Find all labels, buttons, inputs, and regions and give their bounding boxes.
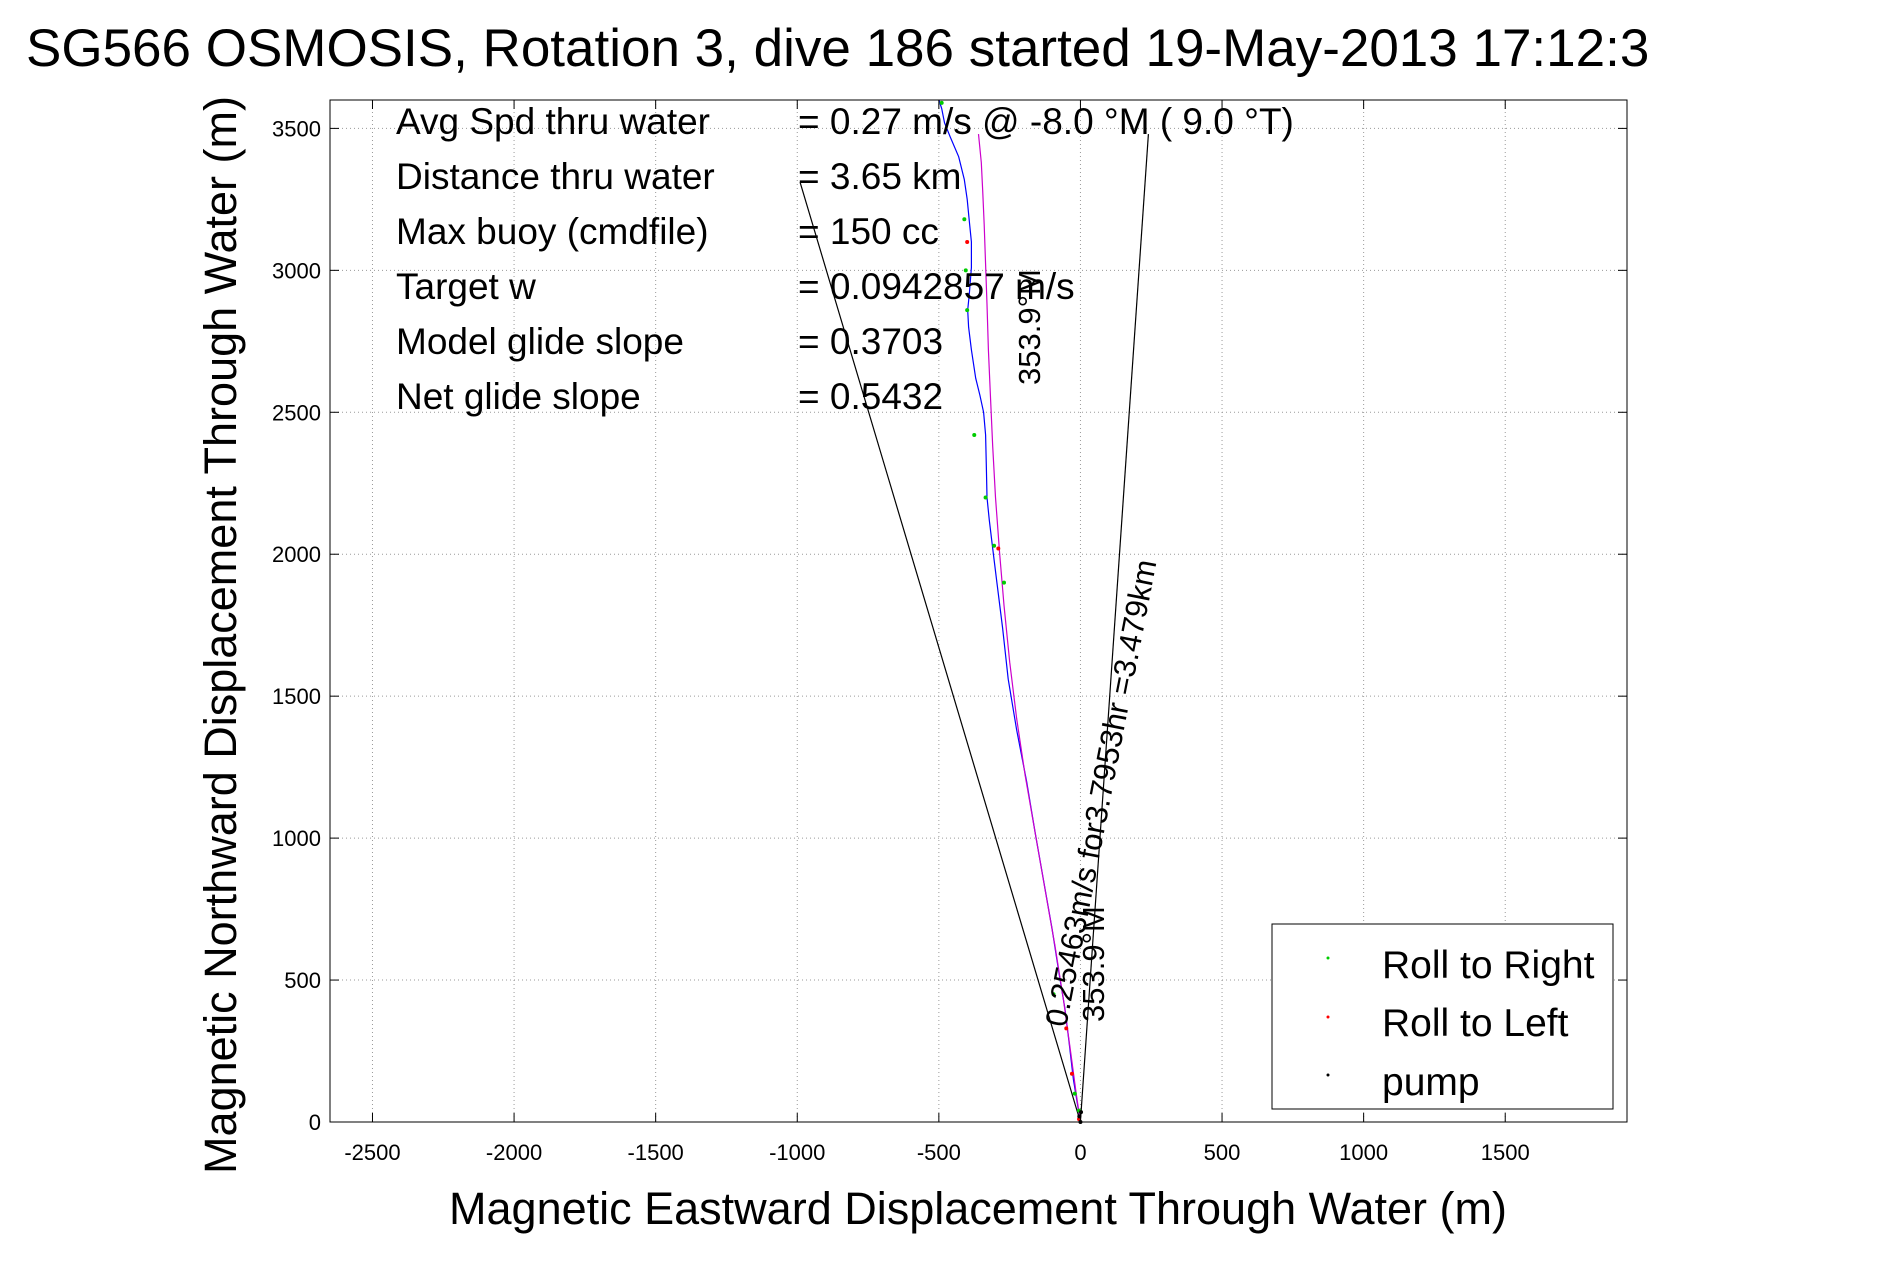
info-label: Target w bbox=[396, 266, 536, 307]
series-glide-line-left bbox=[799, 182, 1081, 1123]
legend-label-roll-left: Roll to Left bbox=[1382, 1002, 1569, 1045]
x-tick-label: 500 bbox=[1204, 1140, 1241, 1165]
plot-frame bbox=[329, 99, 1628, 1123]
y-tick-label: 1000 bbox=[272, 826, 321, 851]
legend-marker-pump bbox=[1326, 1073, 1330, 1077]
info-value: = 0.27 m/s @ -8.0 °M ( 9.0 °T) bbox=[798, 101, 1294, 142]
y-tick-label: 500 bbox=[284, 968, 321, 993]
marker-roll-right bbox=[965, 308, 970, 313]
marker-roll-right bbox=[1001, 580, 1006, 585]
info-value: = 3.65 km bbox=[798, 156, 962, 197]
info-value: = 150 cc bbox=[798, 211, 939, 252]
marker-roll-right bbox=[1072, 1091, 1077, 1096]
marker-roll-left bbox=[965, 239, 970, 244]
info-label: Avg Spd thru water bbox=[396, 101, 710, 142]
chart-title: SG566 OSMOSIS, Rotation 3, dive 186 star… bbox=[26, 19, 1649, 78]
info-label: Net glide slope bbox=[396, 376, 641, 417]
grid bbox=[330, 100, 1627, 1123]
y-tick-label: 2500 bbox=[272, 400, 321, 425]
y-tick-label: 3000 bbox=[272, 258, 321, 283]
info-label: Model glide slope bbox=[396, 321, 684, 362]
annotation-heading-top: 353.9°M bbox=[1012, 269, 1047, 385]
info-label: Distance thru water bbox=[396, 156, 715, 197]
marker-roll-left bbox=[996, 546, 1001, 551]
info-panel: Avg Spd thru water = 0.27 m/s @ -8.0 °M (… bbox=[396, 101, 1294, 417]
y-tick-label: 1500 bbox=[272, 684, 321, 709]
marker-roll-left bbox=[1069, 1071, 1074, 1076]
x-tick-label: 1500 bbox=[1481, 1140, 1530, 1165]
x-tick-label: -2000 bbox=[486, 1140, 542, 1165]
x-tick-label: -1500 bbox=[628, 1140, 684, 1165]
marker-roll-right bbox=[992, 543, 997, 548]
x-axis-label: Magnetic Eastward Displacement Through W… bbox=[449, 1183, 1507, 1234]
marker-roll-right bbox=[962, 217, 967, 222]
x-tick-label: 1000 bbox=[1339, 1140, 1388, 1165]
info-label: Max buoy (cmdfile) bbox=[396, 211, 709, 252]
series-glide-line-right bbox=[1079, 134, 1149, 1123]
info-value: = 0.3703 bbox=[798, 321, 943, 362]
marker-roll-right bbox=[983, 495, 988, 500]
annotation-heading-bottom: 353.9°M bbox=[1076, 906, 1111, 1022]
legend-marker-roll-right bbox=[1326, 956, 1330, 960]
y-axis-label: Magnetic Northward Displacement Through … bbox=[195, 96, 246, 1174]
marker-roll-left bbox=[1064, 1026, 1069, 1031]
legend: Roll to Right Roll to Left pump bbox=[1271, 923, 1614, 1110]
x-tick-label: -2500 bbox=[344, 1140, 400, 1165]
legend-label-pump: pump bbox=[1382, 1061, 1480, 1104]
x-tick-label: 0 bbox=[1074, 1140, 1086, 1165]
x-tick-label: -500 bbox=[917, 1140, 961, 1165]
marker-roll-right bbox=[972, 432, 977, 437]
legend-marker-roll-left bbox=[1326, 1015, 1330, 1019]
y-tick-label: 0 bbox=[309, 1110, 321, 1135]
marker-roll-right bbox=[939, 100, 944, 105]
marker-roll-right bbox=[963, 268, 968, 273]
marker-pump bbox=[1079, 1110, 1084, 1115]
tick-layer: -2500 -2000 -1500 -1000 -500 0 500 1000 1500 0 500… bbox=[272, 100, 1627, 1165]
y-tick-label: 2000 bbox=[272, 542, 321, 567]
info-value: = 0.0942857 m/s bbox=[798, 266, 1075, 307]
y-tick-label: 3500 bbox=[272, 116, 321, 141]
series-layer bbox=[799, 99, 1149, 1123]
x-tick-label: -1000 bbox=[769, 1140, 825, 1165]
legend-label-roll-right: Roll to Right bbox=[1382, 944, 1595, 987]
info-value: = 0.5432 bbox=[798, 376, 943, 417]
series-track-magenta bbox=[977, 134, 1081, 1123]
marker-roll-right bbox=[1051, 992, 1056, 997]
